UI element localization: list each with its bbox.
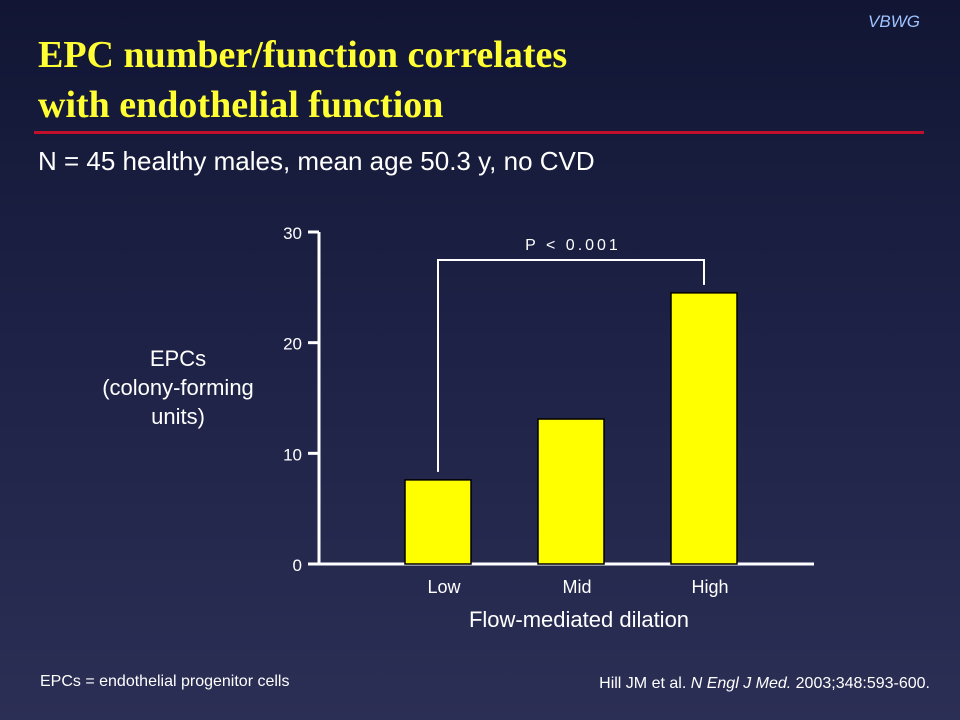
slide-title: EPC number/function correlates with endo… [38, 30, 858, 130]
x-tick-label-low: Low [427, 577, 461, 597]
bar-high [670, 292, 738, 565]
y-tick-label: 30 [283, 224, 302, 243]
y-axis-label-line-3: units) [151, 404, 205, 429]
slide-title-line-1: EPC number/function correlates [38, 34, 568, 76]
abbreviation-footnote: EPCs = endothelial progenitor cells [40, 673, 290, 690]
x-tick-label-high: High [691, 577, 728, 597]
x-tick-label-mid: Mid [562, 577, 591, 597]
bar-low [404, 479, 472, 565]
x-axis-title: Flow-mediated dilation [469, 607, 689, 632]
y-tick-label: 20 [283, 335, 302, 354]
y-axis-label-line-1: EPCs [149, 346, 207, 371]
y-tick-label: 10 [283, 445, 302, 464]
vbwg-badge: VBWG [868, 12, 920, 31]
study-subtitle: N = 45 healthy males, mean age 50.3 y, n… [38, 146, 595, 176]
citation-journal: N Engl J Med. [690, 675, 792, 692]
y-axis-label: EPCs (colony-forming units) [80, 344, 276, 431]
p-value-annotation: P < 0.001 [525, 237, 621, 254]
y-axis-label-line-2: (colony-forming [102, 375, 254, 400]
citation: Hill JM et al. N Engl J Med. 2003;348:59… [599, 675, 930, 693]
citation-reference: 2003;348:593-600. [795, 675, 930, 692]
bar-mid [537, 418, 605, 565]
y-tick-label: 0 [293, 556, 302, 575]
significance-bracket [437, 259, 705, 472]
title-divider [34, 131, 924, 134]
slide-title-line-2: with endothelial function [38, 84, 444, 126]
citation-authors: Hill JM et al. [599, 675, 687, 692]
